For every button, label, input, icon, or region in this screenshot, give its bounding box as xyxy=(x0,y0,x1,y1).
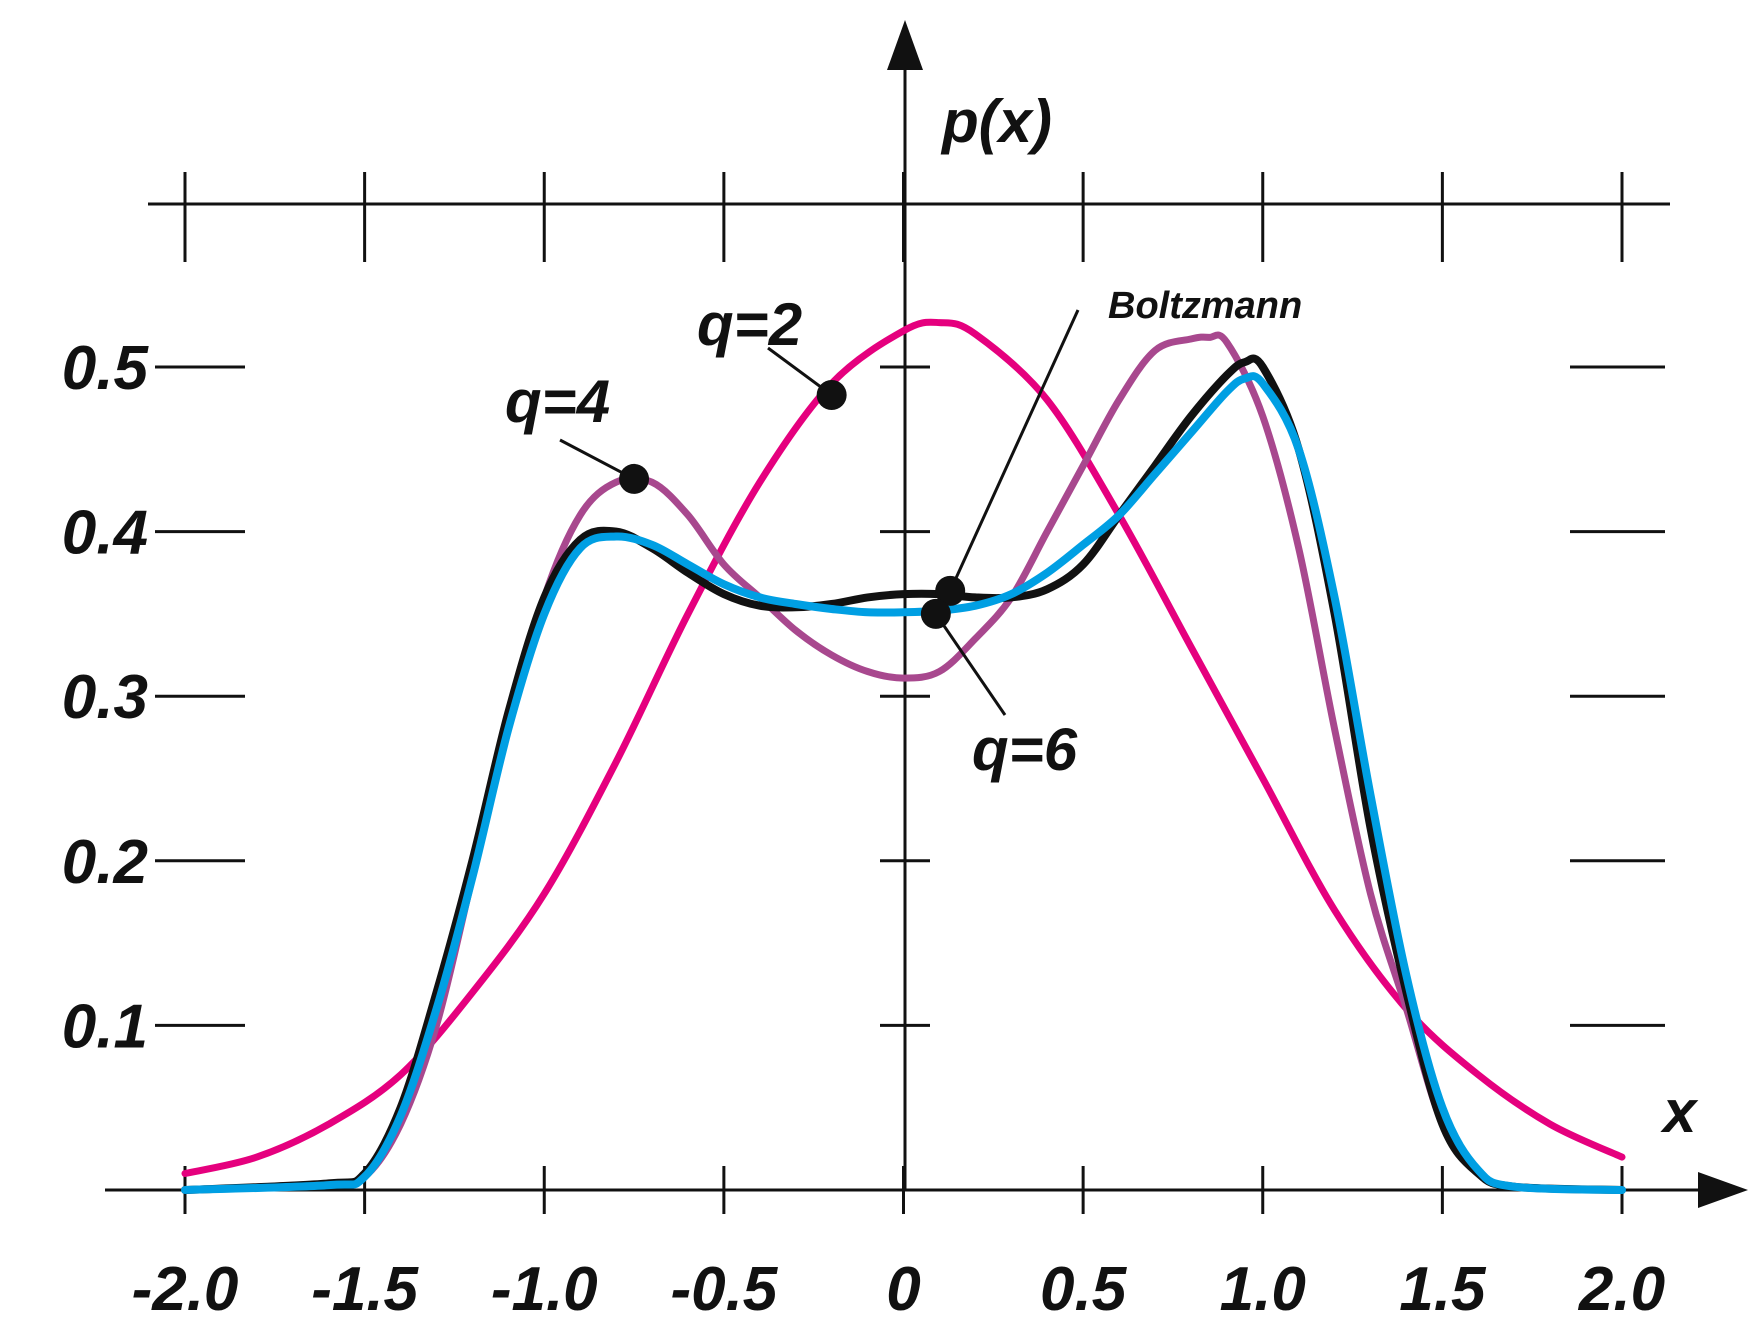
y-tick-label: 0.2 xyxy=(62,828,148,897)
x-tick-label: 1.0 xyxy=(1220,1255,1306,1324)
x-axis-arrow xyxy=(1698,1172,1748,1208)
y-tick-label: 0.1 xyxy=(62,992,148,1061)
annotation-label: q=6 xyxy=(972,716,1078,783)
x-tick-label: 0.5 xyxy=(1040,1255,1128,1324)
x-tick-label: 0 xyxy=(886,1255,920,1324)
x-tick-label: 1.5 xyxy=(1399,1255,1487,1324)
annotation-marker xyxy=(816,379,847,410)
annotation-marker xyxy=(619,463,650,494)
x-ticks: -2.0 -1.5 -1.0 -0.5 0 0.5 1.0 1.5 2.0 xyxy=(132,172,1665,1324)
x-tick-label: -1.5 xyxy=(311,1255,419,1324)
annotation-label: q=4 xyxy=(505,368,610,435)
annotation-leader-line xyxy=(948,309,1080,592)
y-ticks: 0.1 0.2 0.3 0.4 0.5 xyxy=(62,334,1665,1061)
y-axis-arrow xyxy=(887,20,923,70)
annotation-label: q=2 xyxy=(697,291,802,358)
annotation-layer: q=2 q=4 Boltzmann q=6 xyxy=(505,285,1302,783)
annotation-label: Boltzmann xyxy=(1108,285,1302,327)
x-tick-label: -0.5 xyxy=(670,1255,778,1324)
y-tick-label: 0.4 xyxy=(62,499,148,568)
y-tick-label: 0.5 xyxy=(62,334,150,403)
x-tick-label: -2.0 xyxy=(132,1255,239,1324)
x-tick-label: -1.0 xyxy=(491,1255,598,1324)
x-tick-label: 2.0 xyxy=(1578,1255,1665,1324)
annotation-marker xyxy=(935,575,966,606)
x-axis-label: x xyxy=(1660,1078,1699,1145)
y-tick-label: 0.3 xyxy=(62,663,148,732)
y-axis-label: p(x) xyxy=(940,88,1052,155)
series-line-q-2 xyxy=(181,318,1626,1177)
annotation-leader-line xyxy=(934,613,1007,716)
annotation-marker xyxy=(920,598,951,629)
